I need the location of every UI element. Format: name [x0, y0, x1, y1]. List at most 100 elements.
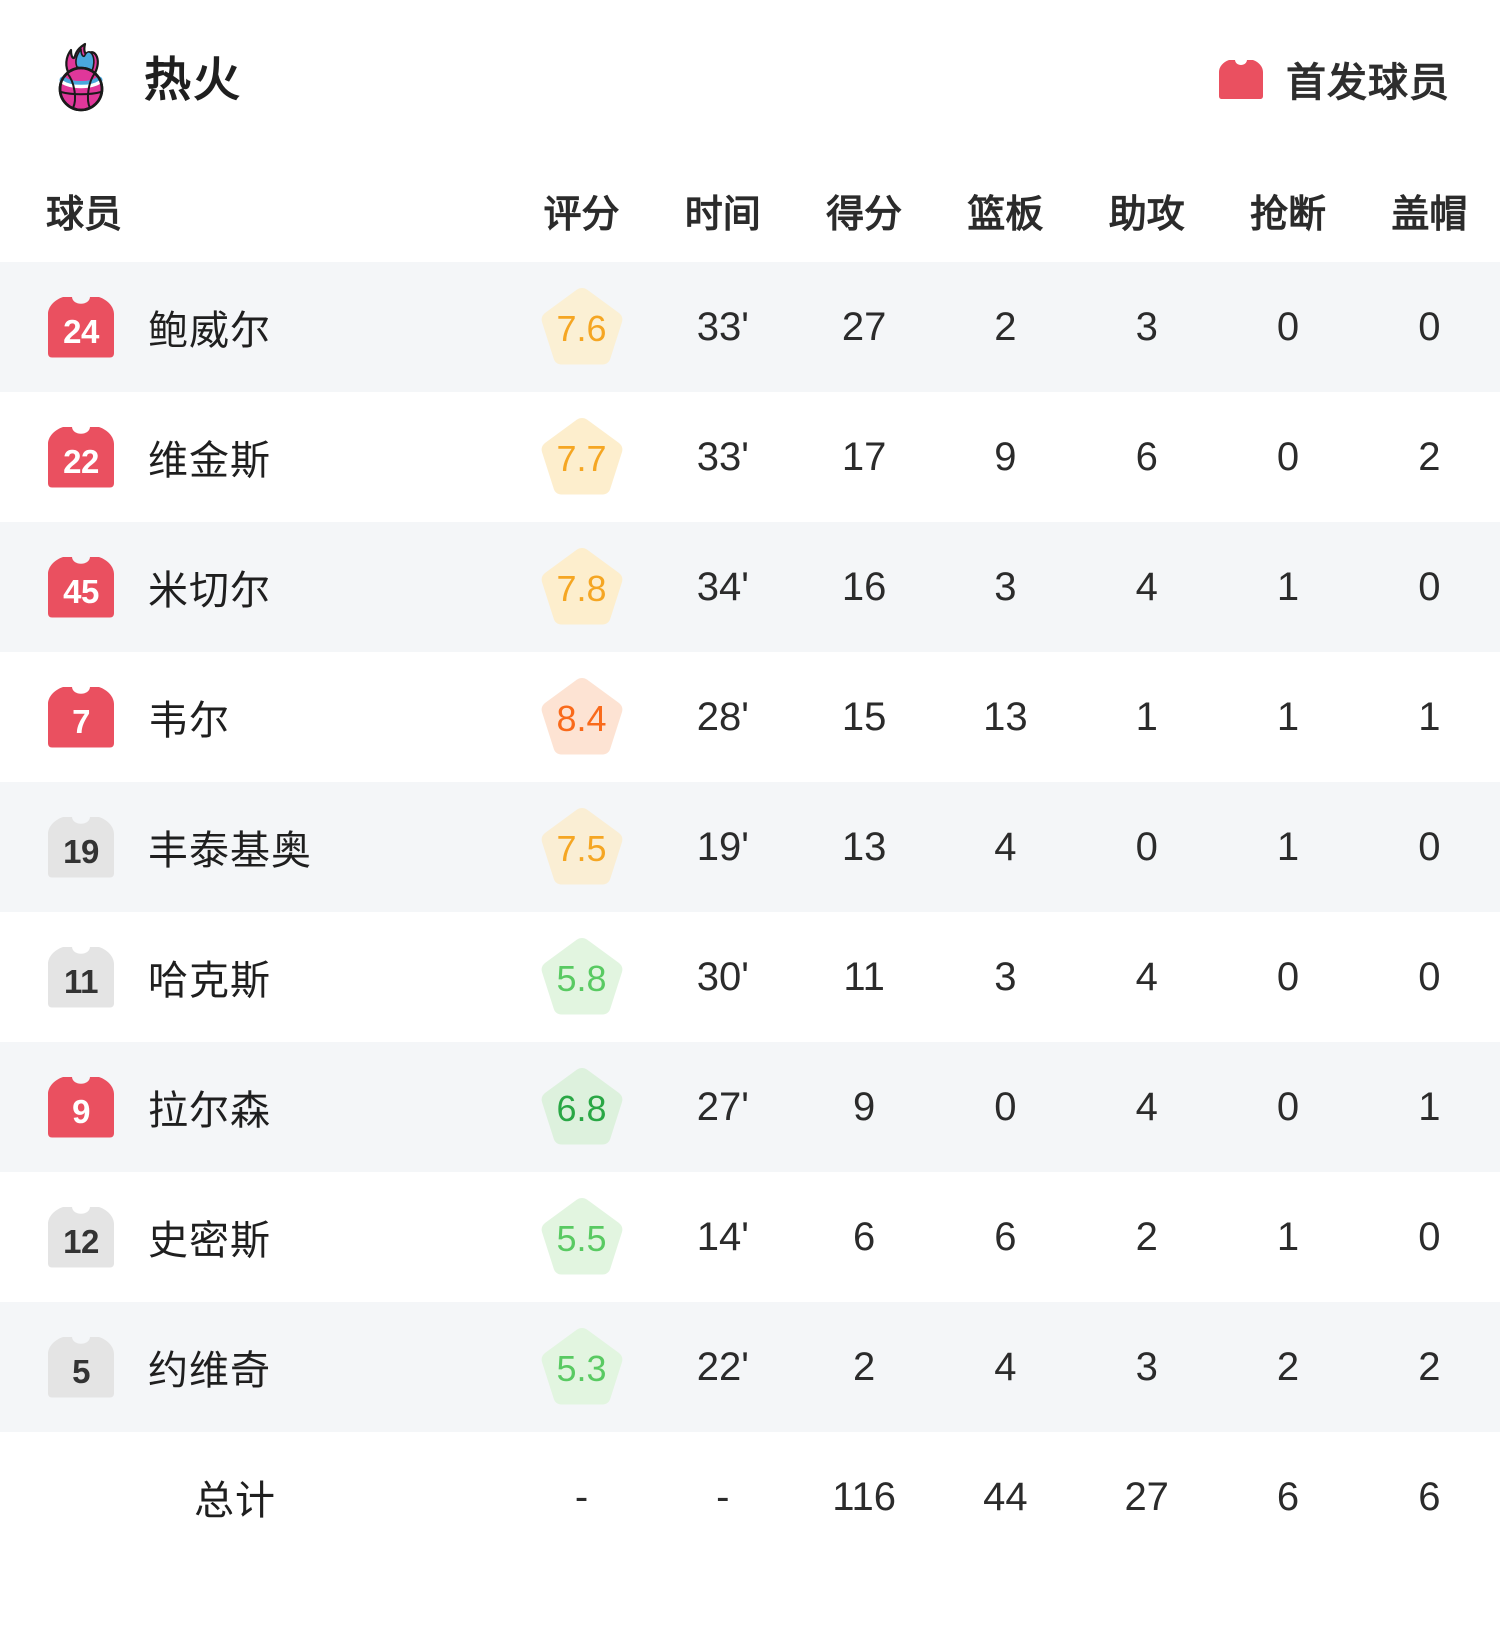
rebounds-cell: 3	[994, 954, 1017, 999]
totals-label-cell: 总计	[0, 1432, 511, 1562]
player-cell[interactable]: 24 鲍威尔	[0, 262, 511, 392]
rating-value: 7.5	[556, 828, 607, 869]
column-header-steals[interactable]: 抢断	[1217, 158, 1359, 262]
rating-value: 5.3	[556, 1348, 607, 1389]
flaming-basketball-logo-icon	[44, 42, 118, 116]
jersey-number: 22	[63, 442, 99, 480]
assists-cell: 3	[1135, 304, 1158, 349]
assists-cell: 1	[1135, 694, 1158, 739]
jersey-number: 45	[63, 572, 99, 610]
column-header-player[interactable]: 球员	[0, 158, 511, 262]
player-name: 鲍威尔	[148, 309, 271, 353]
table-row[interactable]: 11 哈克斯 5.8 30' 11 3 4 0 0	[0, 912, 1500, 1042]
minutes-cell: 14'	[696, 1214, 749, 1259]
minutes-cell: 27'	[696, 1084, 749, 1129]
minutes-cell: 34'	[696, 564, 749, 609]
column-header-assists[interactable]: 助攻	[1076, 158, 1218, 262]
steals-cell: 1	[1276, 564, 1300, 609]
team-name: 热火	[144, 52, 242, 106]
minutes-cell: 33'	[696, 434, 749, 479]
blocks-cell: 0	[1418, 564, 1441, 609]
box-score-table: 球员 评分 时间 得分 篮板 助攻 抢断 盖帽 24 鲍威尔 7.6 33' 27 2 3 0…	[0, 158, 1500, 1562]
jersey-icon	[1218, 58, 1264, 100]
jersey-icon: 19	[46, 814, 116, 880]
assists-cell: 4	[1135, 1084, 1158, 1129]
table-row[interactable]: 22 维金斯 7.7 33' 17 9 6 0 2	[0, 392, 1500, 522]
rating-badge: 7.7	[536, 411, 628, 503]
minutes-cell: 19'	[696, 824, 749, 869]
minutes-cell: 33'	[696, 304, 749, 349]
minutes-cell: 28'	[696, 694, 749, 739]
table-body: 24 鲍威尔 7.6 33' 27 2 3 0 0 22 维金斯 7.7 33' 17 9 6 0 2 45 米切尔 7…	[0, 262, 1500, 1562]
table-row[interactable]: 5 约维奇 5.3 22' 2 4 3 2 2	[0, 1302, 1500, 1432]
player-cell[interactable]: 22 维金斯	[0, 392, 511, 522]
jersey-number: 24	[63, 312, 99, 350]
rebounds-cell: 2	[994, 304, 1017, 349]
assists-cell: 6	[1135, 434, 1158, 479]
blocks-cell: 1	[1418, 694, 1441, 739]
table-row[interactable]: 7 韦尔 8.4 28' 15 13 1 1 1	[0, 652, 1500, 782]
steals-cell: 1	[1276, 824, 1300, 869]
player-name: 韦尔	[148, 699, 230, 743]
table-row[interactable]: 24 鲍威尔 7.6 33' 27 2 3 0 0	[0, 262, 1500, 392]
rating-value: 7.6	[556, 308, 607, 349]
player-name: 史密斯	[148, 1219, 271, 1263]
table-row[interactable]: 19 丰泰基奥 7.5 19' 13 4 0 1 0	[0, 782, 1500, 912]
jersey-icon: 12	[46, 1204, 116, 1270]
table-row[interactable]: 9 拉尔森 6.8 27' 9 0 4 0 1	[0, 1042, 1500, 1172]
assists-cell: 2	[1135, 1214, 1158, 1259]
jersey-icon: 5	[46, 1334, 116, 1400]
totals-minutes-cell: -	[716, 1474, 730, 1519]
rating-cell: 7.5	[511, 782, 652, 912]
rebounds-cell: 3	[994, 564, 1017, 609]
totals-steals-cell: 6	[1276, 1474, 1300, 1519]
column-header-blocks[interactable]: 盖帽	[1358, 158, 1500, 262]
table-row[interactable]: 12 史密斯 5.5 14' 6 6 2 1 0	[0, 1172, 1500, 1302]
player-cell[interactable]: 5 约维奇	[0, 1302, 511, 1432]
rating-badge: 7.5	[536, 801, 628, 893]
assists-cell: 4	[1135, 954, 1158, 999]
jersey-number: 5	[72, 1352, 90, 1390]
rating-badge: 7.8	[536, 541, 628, 633]
points-cell: 16	[841, 564, 887, 609]
blocks-cell: 0	[1418, 304, 1441, 349]
column-header-points[interactable]: 得分	[793, 158, 935, 262]
rebounds-cell: 0	[994, 1084, 1017, 1129]
points-cell: 6	[852, 1214, 876, 1259]
assists-cell: 0	[1135, 824, 1158, 869]
player-cell[interactable]: 19 丰泰基奥	[0, 782, 511, 912]
steals-cell: 0	[1276, 954, 1300, 999]
points-cell: 17	[841, 434, 887, 479]
table-row[interactable]: 45 米切尔 7.8 34' 16 3 4 1 0	[0, 522, 1500, 652]
assists-cell: 3	[1135, 1344, 1158, 1389]
player-name: 约维奇	[148, 1349, 271, 1393]
rating-badge: 5.5	[536, 1191, 628, 1283]
player-cell[interactable]: 9 拉尔森	[0, 1042, 511, 1172]
player-cell[interactable]: 7 韦尔	[0, 652, 511, 782]
steals-cell: 0	[1276, 304, 1300, 349]
rating-badge: 7.6	[536, 281, 628, 373]
player-name: 拉尔森	[148, 1089, 271, 1133]
totals-points-cell: 116	[832, 1474, 896, 1519]
rating-value: 6.8	[556, 1088, 607, 1129]
column-header-minutes[interactable]: 时间	[652, 158, 794, 262]
totals-row: 总计 - - 116 44 27 6 6	[0, 1432, 1500, 1562]
rating-value: 7.7	[556, 438, 607, 479]
player-cell[interactable]: 45 米切尔	[0, 522, 511, 652]
rating-value: 5.8	[556, 958, 607, 999]
minutes-cell: 30'	[696, 954, 749, 999]
table-header-row: 球员 评分 时间 得分 篮板 助攻 抢断 盖帽	[0, 158, 1500, 262]
steals-cell: 2	[1276, 1344, 1300, 1389]
player-cell[interactable]: 12 史密斯	[0, 1172, 511, 1302]
jersey-number: 12	[63, 1222, 99, 1260]
player-cell[interactable]: 11 哈克斯	[0, 912, 511, 1042]
points-cell: 27	[841, 304, 887, 349]
totals-rebounds-cell: 44	[983, 1474, 1028, 1519]
jersey-number: 9	[72, 1092, 90, 1130]
jersey-icon: 24	[46, 294, 116, 360]
totals-label: 总计	[194, 1479, 276, 1523]
column-header-rebounds[interactable]: 篮板	[934, 158, 1077, 262]
column-header-rating[interactable]: 评分	[510, 158, 653, 262]
blocks-cell: 0	[1418, 1214, 1441, 1259]
rating-value: 7.8	[556, 568, 607, 609]
